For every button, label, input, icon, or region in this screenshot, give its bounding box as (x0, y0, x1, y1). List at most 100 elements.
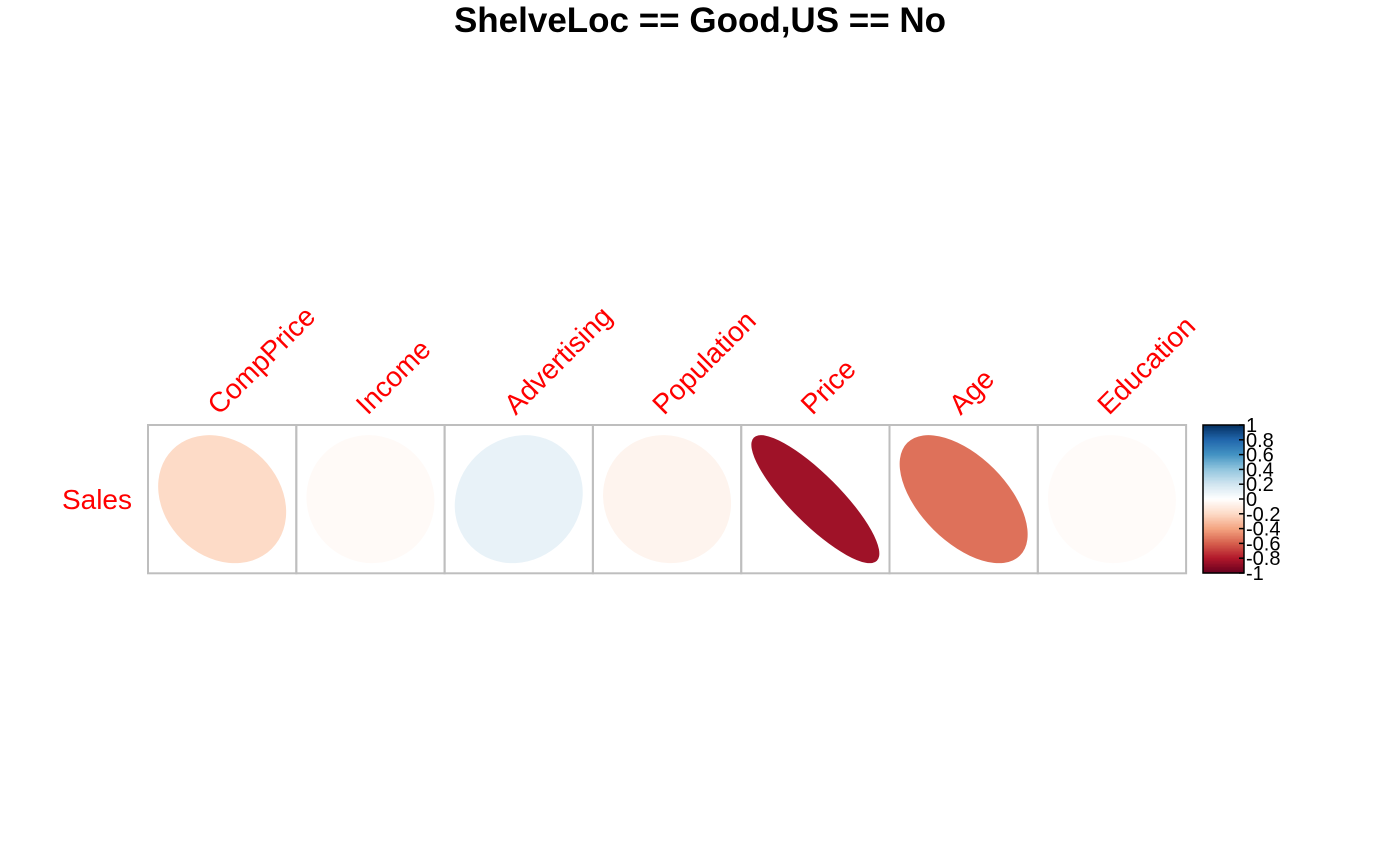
legend-swatch (1203, 510, 1244, 513)
legend-swatch (1203, 472, 1244, 475)
legend-swatch (1203, 540, 1244, 543)
grid-cell (1036, 424, 1188, 575)
legend-tick-label: 0.4 (1246, 459, 1274, 481)
legend-swatch (1203, 485, 1244, 488)
legend-swatch (1203, 515, 1244, 518)
legend-swatch (1203, 454, 1244, 457)
legend-swatch (1203, 432, 1244, 435)
legend-swatch (1203, 435, 1244, 438)
column-label: Income (350, 333, 437, 420)
correlation-ellipse (751, 435, 880, 564)
legend-swatch (1203, 527, 1244, 530)
legend-swatch (1203, 513, 1244, 516)
legend-swatch (1203, 512, 1244, 515)
legend-tick-label: 0 (1246, 489, 1257, 511)
legend-swatch (1203, 541, 1244, 544)
legend-swatch (1203, 438, 1244, 441)
legend-swatch (1203, 543, 1244, 546)
legend-swatch (1203, 444, 1244, 447)
legend-swatch (1203, 425, 1244, 428)
legend-swatch (1203, 538, 1244, 542)
legend-swatch (1203, 494, 1244, 497)
correlation-ellipse (899, 435, 1028, 564)
legend-swatch (1203, 450, 1244, 453)
legend-swatch (1203, 506, 1244, 509)
legend-swatch (1203, 456, 1244, 459)
legend-swatch (1203, 433, 1244, 436)
legend-swatch (1203, 482, 1244, 485)
legend-swatch (1203, 564, 1244, 567)
legend-swatch (1203, 503, 1244, 506)
legend-swatch (1203, 534, 1244, 537)
legend-swatch (1203, 476, 1244, 479)
legend-swatch (1203, 556, 1244, 559)
legend-swatch (1203, 524, 1244, 527)
legend-swatch (1203, 436, 1244, 439)
legend-swatch (1203, 470, 1244, 473)
legend-swatch (1203, 487, 1244, 490)
legend-swatch (1203, 522, 1244, 525)
legend-swatch (1203, 501, 1244, 505)
legend-swatch (1203, 497, 1244, 500)
legend-swatch (1203, 550, 1244, 553)
correlation-ellipse (1047, 435, 1176, 564)
legend-swatch (1203, 478, 1244, 481)
legend-swatch (1203, 552, 1244, 555)
legend-swatch (1203, 430, 1244, 433)
legend-swatch (1203, 530, 1244, 533)
column-label: Age (943, 363, 1000, 420)
legend-swatch (1203, 536, 1244, 539)
legend-swatch (1203, 484, 1244, 487)
legend-swatch (1203, 567, 1244, 570)
column-label: Education (1091, 310, 1201, 420)
legend-swatch (1203, 439, 1244, 442)
legend-tick-label: 1 (1246, 415, 1257, 437)
legend-swatch (1203, 500, 1244, 503)
legend-swatch (1203, 442, 1244, 445)
legend-swatch (1203, 509, 1244, 512)
legend-swatch (1203, 475, 1244, 478)
legend-swatch (1203, 427, 1244, 431)
legend-swatch (1203, 558, 1244, 561)
legend-swatch (1203, 555, 1244, 558)
cells-layer (147, 424, 1188, 575)
chart-title: ShelveLoc == Good,US == No (454, 1, 946, 40)
column-label: Advertising (498, 300, 618, 420)
legend-swatch (1203, 507, 1244, 510)
column-label: CompPrice (201, 300, 321, 420)
legend-swatch (1203, 519, 1244, 522)
legend-swatch (1203, 559, 1244, 562)
column-label: Population (646, 305, 762, 421)
legend-swatch (1203, 448, 1244, 451)
legend-tick-label: -0.2 (1246, 504, 1280, 526)
legend-swatch (1203, 516, 1244, 519)
legend-swatch (1203, 549, 1244, 552)
legend-tick-label: -1 (1246, 563, 1264, 585)
legend-tick-label: 0.6 (1246, 445, 1274, 467)
legend-swatch (1203, 531, 1244, 534)
legend-swatch (1203, 544, 1244, 547)
correlation-ellipse (454, 435, 583, 564)
legend-swatch (1203, 429, 1244, 432)
legend-swatch (1203, 504, 1244, 507)
legend-swatch (1203, 466, 1244, 469)
legend-swatch (1203, 570, 1244, 573)
legend-swatch (1203, 528, 1244, 531)
legend-swatch (1203, 467, 1244, 470)
legend-swatch (1203, 565, 1244, 568)
legend-swatch (1203, 462, 1244, 465)
legend-swatch (1203, 426, 1244, 429)
legend-swatch (1203, 463, 1244, 466)
legend-swatch (1203, 445, 1244, 448)
legend-swatch (1203, 533, 1244, 536)
legend-swatch (1203, 499, 1244, 502)
legend-swatch (1203, 479, 1244, 482)
column-label: Price (795, 353, 862, 420)
legend-swatch (1203, 481, 1244, 484)
legend-swatch (1203, 568, 1244, 571)
legend-tick-label: -0.4 (1246, 519, 1280, 541)
legend-swatch (1203, 561, 1244, 564)
legend-swatch (1203, 460, 1244, 463)
legend-swatch (1203, 553, 1244, 556)
legend-swatch (1203, 453, 1244, 456)
